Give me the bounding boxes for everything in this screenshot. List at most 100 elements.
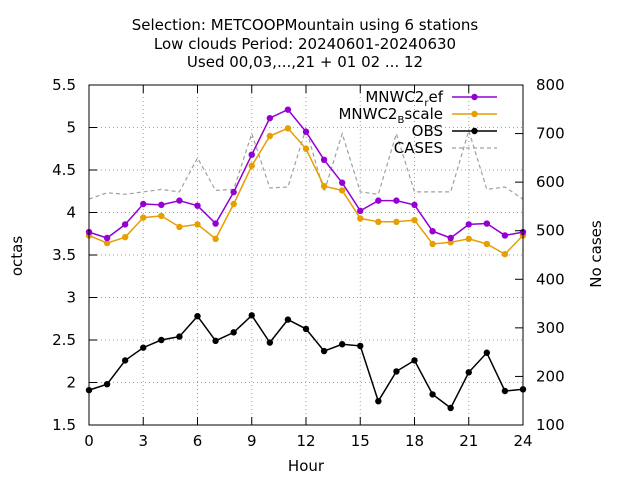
series-point-0 [393, 197, 400, 204]
series-point-0 [140, 200, 147, 208]
series-point-2 [483, 349, 491, 356]
series-point-2 [212, 337, 219, 345]
legend-label-1: MNWC2Bscale [338, 105, 443, 126]
plot-series [85, 106, 527, 412]
chart-title: Selection: METCOOPMountain using 6 stati… [132, 16, 479, 71]
series-point-1 [411, 216, 418, 224]
y2-tick-label: 200 [536, 367, 565, 385]
y2-tick-label: 100 [536, 416, 565, 434]
series-point-1 [501, 250, 509, 258]
x-tick-label: 24 [513, 432, 532, 450]
series-point-2 [375, 398, 382, 405]
series-point-1 [393, 218, 400, 226]
title-line-1: Selection: METCOOPMountain using 6 stati… [132, 16, 479, 34]
series-point-0 [447, 234, 454, 242]
series-point-0 [176, 197, 183, 204]
series-point-0 [338, 179, 346, 186]
y-tick-labels: 1.5 2 2.5 3 3.5 4 4.5 5 5.5 [52, 76, 76, 434]
series-point-1 [375, 218, 382, 226]
series-point-2 [393, 368, 400, 375]
series-point-0 [320, 156, 328, 163]
series-point-1 [357, 215, 364, 222]
series-point-2 [248, 312, 255, 319]
series-point-0 [302, 128, 310, 135]
y-tick-label: 4.5 [52, 161, 76, 179]
y-tick-label: 4 [66, 204, 76, 222]
series-point-2 [140, 344, 147, 351]
series-point-0 [212, 220, 219, 227]
grid [89, 85, 523, 425]
series-point-2 [338, 341, 346, 348]
series-point-0 [121, 221, 129, 228]
y2-tick-label: 800 [536, 76, 565, 94]
y-tick-label: 3.5 [52, 246, 76, 264]
series-point-2 [302, 325, 310, 333]
title-line-3: Used 00,03,...,21 + 01 02 ... 12 [187, 53, 423, 71]
title-line-2: Low clouds Period: 20240601-20240630 [154, 35, 456, 53]
x-tick-label: 18 [405, 432, 424, 450]
series-point-2 [465, 369, 472, 376]
y-axis-label: octas [8, 236, 26, 276]
series-point-2 [194, 313, 201, 320]
x-tick-labels: 0 3 6 9 12 15 18 21 24 [84, 432, 532, 450]
series-line-3 [88, 126, 524, 200]
y-tick-label: 5 [66, 119, 76, 137]
legend-marker-2 [471, 127, 478, 135]
series-point-1 [284, 125, 292, 132]
series-point-1 [483, 240, 491, 248]
series-point-1 [230, 200, 237, 208]
series-point-2 [320, 347, 328, 355]
series-point-2 [121, 357, 129, 364]
series-point-0 [266, 114, 274, 122]
y-tick-label: 5.5 [52, 76, 76, 94]
series-point-0 [103, 234, 111, 242]
y2-tick-label: 300 [536, 319, 565, 337]
legend-marker-1 [471, 110, 478, 118]
y-tick-label: 1.5 [52, 416, 76, 434]
series-point-2 [103, 381, 111, 388]
series-point-0 [465, 221, 472, 228]
series-point-1 [266, 132, 274, 140]
series-point-1 [465, 235, 472, 243]
series-point-0 [501, 232, 509, 239]
series-point-1 [140, 214, 147, 221]
legend-marker-0 [471, 93, 478, 101]
y2-tick-label: 400 [536, 270, 565, 288]
series-point-2 [158, 336, 165, 344]
y2-axis-label: No cases [587, 220, 605, 288]
x-tick-label: 21 [459, 432, 478, 450]
series-point-1 [320, 182, 328, 190]
y-tick-label: 2.5 [52, 331, 76, 349]
series-point-0 [248, 151, 255, 158]
series-point-1 [429, 240, 436, 248]
x-tick-label: 12 [296, 432, 315, 450]
y2-tick-labels: 100 200 300 400 500 600 700 800 [536, 76, 565, 434]
series-point-0 [158, 201, 165, 209]
series-point-2 [266, 339, 274, 346]
series-point-1 [338, 187, 346, 194]
x-tick-label: 3 [138, 432, 148, 450]
series-point-2 [357, 342, 364, 350]
x-tick-label: 0 [84, 432, 94, 450]
y2-tick-label: 500 [536, 222, 565, 240]
y-tick-label: 3 [66, 289, 76, 307]
legend-label-3: CASES [394, 139, 443, 157]
series-point-0 [230, 188, 237, 196]
series-point-1 [248, 162, 255, 169]
series-point-0 [483, 220, 491, 227]
series-point-0 [411, 201, 418, 209]
series-point-2 [284, 316, 292, 323]
series-point-1 [212, 235, 219, 243]
series-point-2 [447, 404, 454, 412]
x-axis-label: Hour [288, 457, 325, 475]
x-tick-label: 6 [193, 432, 203, 450]
series-point-1 [302, 145, 310, 152]
series-point-2 [429, 391, 436, 398]
series-point-0 [194, 202, 201, 209]
legend-label-2: OBS [412, 122, 443, 140]
series-point-2 [176, 333, 183, 340]
series-point-0 [357, 207, 364, 214]
axis-ticks [88, 84, 524, 426]
y2-tick-label: 700 [536, 125, 565, 143]
